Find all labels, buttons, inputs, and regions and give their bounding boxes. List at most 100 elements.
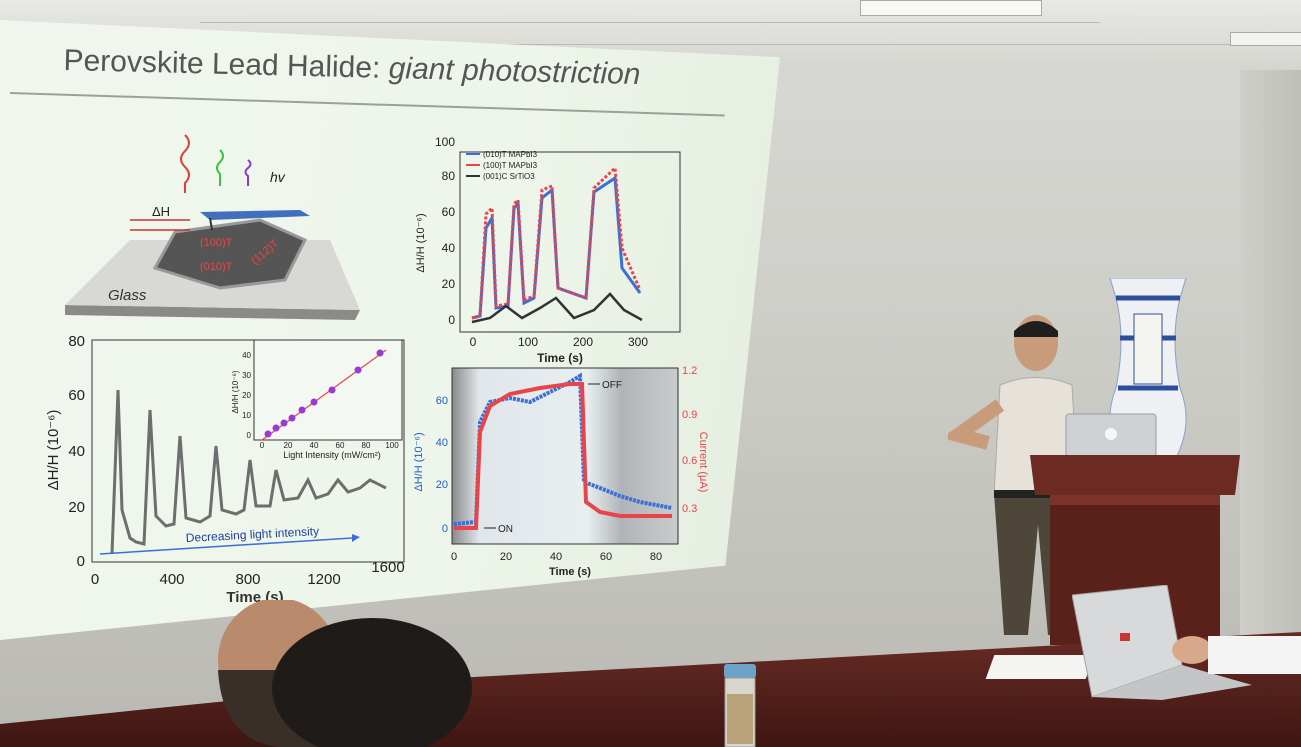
inset-y-tick-label: 20 — [242, 391, 251, 400]
y2-tick-label: 0.6 — [682, 455, 697, 467]
inset-x-tick-label: 20 — [284, 441, 293, 450]
inset-point — [354, 366, 362, 374]
series-current — [454, 382, 672, 530]
y-ticks: 0 20 40 60 80 100 — [435, 135, 455, 327]
x-tick-label: 1200 — [307, 571, 340, 588]
series-decreasing-intensity — [110, 389, 387, 555]
x-tick-label: 300 — [628, 335, 648, 349]
inset-point — [272, 424, 280, 432]
inset-x-tick-label: 0 — [260, 441, 265, 450]
y-tick-label: 0 — [448, 313, 455, 327]
x-tick-label: 40 — [550, 551, 562, 563]
light-wave-purple — [244, 159, 252, 186]
y-tick-label: 100 — [435, 135, 455, 149]
side-wall — [1240, 70, 1301, 670]
photostriction-chart-left: 0 20 40 60 80 0 400 800 1200 1600 Time (… — [45, 333, 405, 606]
hv-label: hv — [270, 169, 286, 185]
delta-h-label: ΔH — [152, 204, 170, 219]
y2-tick-label: 0.3 — [682, 503, 697, 515]
inset-point — [280, 419, 288, 427]
inset-y-tick-label: 40 — [242, 351, 251, 360]
x-ticks: 0 20 40 60 80 — [451, 551, 662, 563]
x-tick-label: 0 — [451, 551, 457, 563]
afm-tip — [209, 217, 213, 231]
plot-frame — [91, 339, 405, 563]
y-tick-label: 40 — [442, 241, 456, 255]
y-axis-label: ΔH/H (10⁻⁶) — [45, 410, 62, 491]
y-axis-label: ΔH/H (10⁻⁶) — [413, 432, 425, 491]
intensity-arrowhead — [352, 534, 360, 542]
legend-entry: (010)T MAPbI3 — [483, 150, 538, 159]
inset-point — [288, 414, 296, 422]
perovskite-schematic: hv ΔH (100)T (010)T (112)T Glass — [65, 134, 360, 320]
y-tick-label: 40 — [436, 437, 448, 449]
inset-x-tick-label: 60 — [336, 441, 345, 450]
y-tick-label: 0 — [77, 553, 85, 570]
inset-point — [376, 349, 384, 357]
ceiling-light — [860, 0, 1042, 16]
inset-y-axis-label: ΔH/H (10⁻⁶) — [231, 370, 240, 413]
x-tick-label: 1600 — [371, 559, 404, 576]
inset-markers — [264, 349, 384, 438]
y-axis-label: ΔH/H (10⁻⁶) — [415, 213, 427, 272]
audience-arm — [1172, 636, 1301, 674]
x-tick-label: 80 — [650, 551, 662, 563]
y-tick-label: 20 — [68, 499, 85, 516]
photostriction-chart-top: 0 20 40 60 80 100 0 100 200 300 Time (s)… — [415, 135, 681, 365]
y2-axis-label: Current (μA) — [697, 432, 709, 493]
inset-y-ticks: 0 10 20 30 40 — [242, 351, 251, 440]
light-wave-green — [216, 149, 224, 186]
x-axis-label: Time (s) — [549, 566, 591, 578]
x-tick-label: 100 — [518, 335, 538, 349]
y-ticks: 0 20 40 60 — [436, 395, 448, 535]
inset-x-tick-label: 80 — [362, 441, 371, 450]
crystal — [152, 218, 308, 290]
y-tick-label: 80 — [442, 169, 456, 183]
annotation-decreasing-intensity: Decreasing light intensity — [185, 524, 319, 545]
logo-icon — [1120, 633, 1130, 641]
inset-x-tick-label: 100 — [385, 441, 399, 450]
water-bottle — [724, 664, 756, 747]
x-axis-label: Time (s) — [537, 351, 583, 365]
inset-x-tick-label: 40 — [310, 441, 319, 450]
slide-title-main: Perovskite Lead Halide: — [63, 44, 381, 85]
plot-frame — [459, 151, 681, 333]
afm-cantilever — [200, 210, 310, 220]
inset-point — [328, 386, 336, 394]
inset-y-tick-label: 10 — [242, 411, 251, 420]
crystal-face-label: (100)T — [200, 237, 233, 249]
y-tick-label: 0 — [442, 523, 448, 535]
x-tick-label: 400 — [159, 571, 184, 588]
off-label: OFF — [602, 380, 622, 391]
legend: (010)T MAPbI3 (100)T MAPbI3 (001)C SrTiO… — [466, 150, 538, 181]
x-tick-label: 0 — [470, 335, 477, 349]
inset-x-ticks: 0 20 40 60 80 100 — [260, 441, 399, 450]
inset-point — [264, 430, 272, 438]
y-tick-label: 20 — [436, 479, 448, 491]
inset-x-axis-label: Light Intensity (mW/cm²) — [283, 450, 381, 460]
glass-label: Glass — [108, 287, 147, 304]
legend-entry: (001)C SrTiO3 — [483, 172, 535, 181]
y-tick-label: 40 — [68, 443, 85, 460]
inset-point — [310, 398, 318, 406]
intensity-arrow — [99, 537, 353, 555]
x-ticks: 0 400 800 1200 1600 — [91, 559, 405, 588]
y-tick-label: 80 — [68, 333, 85, 350]
inset-y-tick-label: 30 — [242, 371, 251, 380]
on-label: ON — [498, 524, 513, 535]
inset-point — [298, 406, 306, 414]
light-wave-red — [180, 134, 190, 193]
laptop-on-podium — [1065, 413, 1157, 457]
ceiling-light — [1230, 32, 1301, 46]
x-tick-label: 800 — [235, 571, 260, 588]
legend-entry: (100)T MAPbI3 — [483, 161, 538, 170]
y2-tick-label: 1.2 — [682, 365, 697, 377]
crystal-face-label: (010)T — [200, 261, 233, 273]
y-tick-label: 60 — [436, 395, 448, 407]
x-tick-label: 60 — [600, 551, 612, 563]
x-tick-label: 0 — [91, 571, 99, 588]
x-ticks: 0 100 200 300 — [470, 335, 649, 349]
audience-head — [272, 618, 472, 747]
y2-tick-label: 0.9 — [682, 409, 697, 421]
series-001-srtio3 — [471, 292, 643, 324]
